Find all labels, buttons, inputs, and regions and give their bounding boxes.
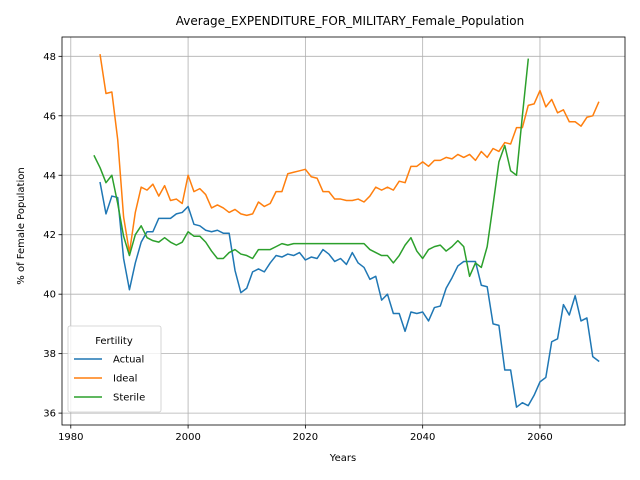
axis-ticks: 1980 2000 2020 2040 2060 36 38 40 42 44 46 48 — [43, 52, 552, 443]
x-tick-label: 2000 — [175, 432, 200, 443]
y-tick-label: 36 — [43, 409, 56, 420]
y-tick-label: 38 — [43, 349, 56, 360]
y-axis-label: % of Female Population — [16, 167, 27, 284]
x-tick-label: 2020 — [293, 432, 318, 443]
x-tick-label: 2060 — [527, 432, 552, 443]
y-tick-label: 42 — [43, 230, 56, 241]
y-tick-label: 44 — [43, 171, 56, 182]
legend-label-sterile: Sterile — [113, 393, 145, 404]
legend: Fertility Actual Ideal Sterile — [67, 325, 162, 413]
legend-box — [67, 325, 162, 413]
y-tick-label: 48 — [43, 52, 56, 63]
series-line-ideal — [99, 53, 600, 254]
x-axis-label: Years — [329, 453, 356, 464]
plot-frame — [61, 36, 626, 426]
chart-title: Average_EXPENDITURE_FOR_MILITARY_Female_… — [176, 14, 524, 28]
legend-label-actual: Actual — [113, 355, 144, 366]
x-tick-label: 2040 — [410, 432, 435, 443]
legend-label-ideal: Ideal — [113, 374, 137, 385]
y-tick-label: 46 — [43, 111, 56, 122]
y-tick-label: 40 — [43, 290, 56, 301]
series-line-sterile — [93, 58, 530, 278]
x-tick-label: 1980 — [58, 432, 83, 443]
legend-title: Fertility — [95, 336, 133, 347]
series-line-actual — [99, 181, 600, 408]
series-lines — [93, 53, 600, 408]
